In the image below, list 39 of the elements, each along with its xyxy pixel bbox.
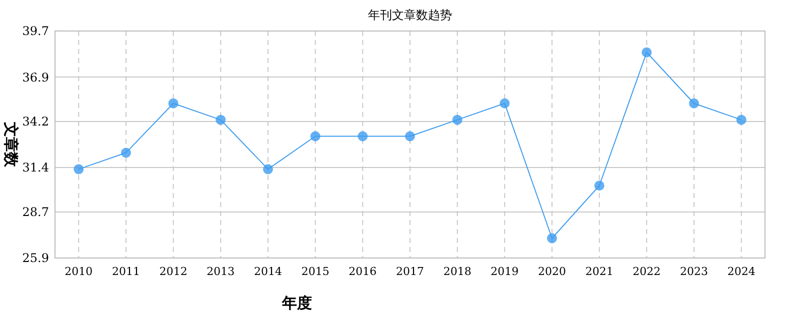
y-axis-title: 文章数 bbox=[2, 121, 20, 168]
point bbox=[594, 180, 604, 191]
x-tick-label: 2011 bbox=[112, 265, 140, 278]
point bbox=[405, 131, 415, 142]
x-tick-label: 2021 bbox=[585, 265, 614, 278]
x-tick-label: 2017 bbox=[396, 265, 424, 278]
point bbox=[121, 148, 131, 158]
x-tick-label: 2014 bbox=[254, 265, 282, 278]
y-tick-label: 31.4 bbox=[22, 160, 50, 175]
point bbox=[452, 114, 462, 125]
x-tick-label: 2012 bbox=[159, 265, 188, 278]
y-tick-label: 34.2 bbox=[22, 114, 49, 129]
x-tick-label: 2023 bbox=[680, 265, 708, 278]
point bbox=[168, 98, 178, 108]
x-tick-label: 2019 bbox=[490, 265, 519, 278]
point bbox=[547, 233, 557, 244]
point bbox=[358, 131, 368, 142]
y-tick-label: 28.7 bbox=[22, 205, 49, 220]
x-tick-label: 2010 bbox=[64, 265, 93, 278]
x-tick-label: 2022 bbox=[632, 265, 661, 278]
point bbox=[500, 98, 510, 108]
x-tick-label: 2013 bbox=[206, 265, 235, 278]
point bbox=[689, 98, 699, 108]
point bbox=[74, 164, 84, 174]
point bbox=[736, 114, 746, 125]
x-axis-title: 年度 bbox=[281, 294, 312, 312]
point bbox=[216, 114, 226, 125]
x-tick-label: 2015 bbox=[301, 265, 330, 278]
x-tick-label: 2016 bbox=[348, 265, 377, 278]
y-tick-label: 36.9 bbox=[22, 70, 49, 84]
point bbox=[642, 47, 652, 58]
y-tick-label: 39.7 bbox=[22, 24, 49, 38]
x-tick-label: 2020 bbox=[538, 265, 566, 278]
point bbox=[310, 131, 320, 142]
point bbox=[263, 164, 273, 174]
y-tick-label: 25.9 bbox=[22, 251, 49, 266]
x-tick-label: 2018 bbox=[443, 265, 472, 278]
chart-title: 年刊文章数趋势 bbox=[368, 8, 452, 22]
x-tick-label: 2024 bbox=[727, 265, 756, 278]
